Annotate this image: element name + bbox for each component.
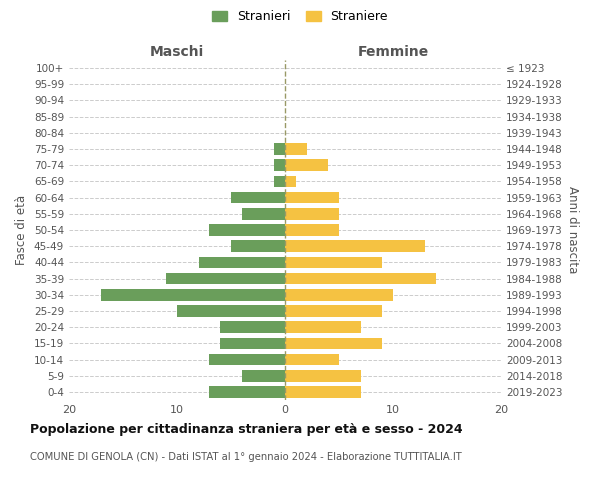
Bar — [242, 370, 285, 382]
Bar — [285, 305, 382, 317]
Bar — [274, 143, 285, 155]
Bar — [220, 322, 285, 333]
Y-axis label: Fasce di età: Fasce di età — [16, 195, 28, 265]
Bar — [285, 386, 361, 398]
Bar — [242, 208, 285, 220]
Y-axis label: Anni di nascita: Anni di nascita — [566, 186, 579, 274]
Bar — [231, 240, 285, 252]
Bar — [209, 354, 285, 366]
Bar — [177, 305, 285, 317]
Bar — [285, 289, 393, 300]
Bar — [285, 176, 296, 188]
Bar — [209, 224, 285, 236]
Bar — [285, 322, 361, 333]
Bar — [285, 143, 307, 155]
Bar — [285, 354, 339, 366]
Bar — [285, 240, 425, 252]
Bar — [285, 160, 328, 171]
Bar — [274, 160, 285, 171]
Bar — [209, 386, 285, 398]
Text: COMUNE DI GENOLA (CN) - Dati ISTAT al 1° gennaio 2024 - Elaborazione TUTTITALIA.: COMUNE DI GENOLA (CN) - Dati ISTAT al 1°… — [30, 452, 462, 462]
Bar — [199, 256, 285, 268]
Bar — [166, 272, 285, 284]
Text: Popolazione per cittadinanza straniera per età e sesso - 2024: Popolazione per cittadinanza straniera p… — [30, 422, 463, 436]
Text: Maschi: Maschi — [150, 45, 204, 59]
Legend: Stranieri, Straniere: Stranieri, Straniere — [208, 6, 392, 26]
Text: Femmine: Femmine — [358, 45, 428, 59]
Bar — [101, 289, 285, 300]
Bar — [285, 208, 339, 220]
Bar — [285, 338, 382, 349]
Bar — [285, 224, 339, 236]
Bar — [231, 192, 285, 203]
Bar — [220, 338, 285, 349]
Bar — [285, 370, 361, 382]
Bar — [285, 272, 436, 284]
Bar — [274, 176, 285, 188]
Bar — [285, 192, 339, 203]
Bar — [285, 256, 382, 268]
